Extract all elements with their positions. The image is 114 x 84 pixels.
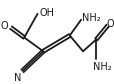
Text: O: O — [1, 21, 8, 31]
Text: NH₂: NH₂ — [92, 62, 110, 72]
Text: N: N — [14, 73, 21, 83]
Text: OH: OH — [39, 8, 54, 18]
Text: O: O — [106, 19, 113, 29]
Text: NH₂: NH₂ — [82, 13, 100, 23]
